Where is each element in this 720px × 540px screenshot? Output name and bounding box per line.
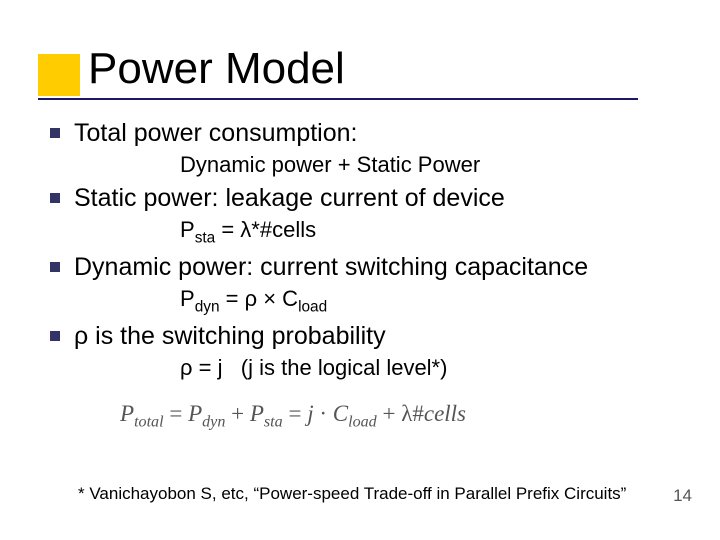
formula-equation: Ptotal = Pdyn + Psta = j · Cload + λ#cel… xyxy=(120,401,690,432)
square-bullet-icon xyxy=(50,262,60,272)
title-accent-box xyxy=(38,54,80,96)
bullet-item: Total power consumption: xyxy=(50,118,690,149)
bullet-subtext: ρ = j (j is the logical level*) xyxy=(180,354,690,382)
title-underline xyxy=(38,98,638,100)
slide-title: Power Model xyxy=(88,44,345,94)
bullet-item: Dynamic power: current switching capacit… xyxy=(50,252,690,283)
page-number: 14 xyxy=(673,486,692,506)
square-bullet-icon xyxy=(50,193,60,203)
bullet-text: ρ is the switching probability xyxy=(74,321,386,352)
bullet-item: Static power: leakage current of device xyxy=(50,183,690,214)
bullet-subtext: Dynamic power + Static Power xyxy=(180,151,690,179)
bullet-subtext: Pdyn = ρ × Cload xyxy=(180,285,690,317)
footnote-citation: * Vanichayobon S, etc, “Power-speed Trad… xyxy=(78,484,626,504)
bullet-text: Total power consumption: xyxy=(74,118,357,149)
square-bullet-icon xyxy=(50,331,60,341)
bullet-text: Static power: leakage current of device xyxy=(74,183,505,214)
bullet-subtext: Psta = λ*#cells xyxy=(180,216,690,248)
bullet-text: Dynamic power: current switching capacit… xyxy=(74,252,588,283)
square-bullet-icon xyxy=(50,128,60,138)
bullet-item: ρ is the switching probability xyxy=(50,321,690,352)
content-area: Total power consumption: Dynamic power +… xyxy=(50,118,690,432)
